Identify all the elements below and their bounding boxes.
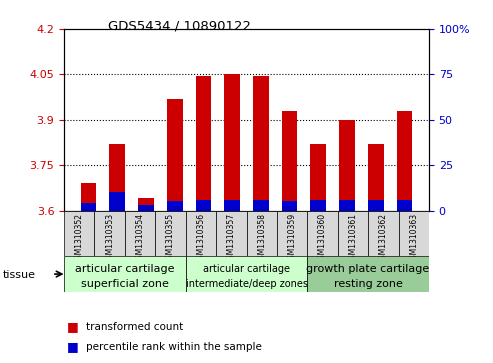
Text: articular cartilage: articular cartilage [203, 264, 290, 274]
Bar [167, 99, 182, 211]
Text: growth plate cartilage: growth plate cartilage [307, 264, 430, 274]
Text: GSM1310363: GSM1310363 [409, 213, 418, 264]
Bar [109, 192, 125, 211]
Text: GSM1310362: GSM1310362 [379, 213, 388, 264]
Text: percentile rank within the sample: percentile rank within the sample [86, 342, 262, 352]
Text: transformed count: transformed count [86, 322, 183, 332]
Bar [138, 205, 154, 211]
Bar [338, 211, 368, 256]
Text: GSM1310361: GSM1310361 [349, 213, 357, 264]
Bar [216, 211, 246, 256]
Text: ■: ■ [67, 320, 78, 333]
Bar [196, 76, 211, 211]
Bar [368, 144, 384, 211]
Bar [64, 256, 186, 292]
Bar [186, 256, 307, 292]
Text: intermediate/deep zones: intermediate/deep zones [185, 279, 308, 289]
Bar [186, 211, 216, 256]
Text: GSM1310352: GSM1310352 [75, 213, 84, 264]
Bar [311, 144, 326, 211]
Text: GSM1310355: GSM1310355 [166, 213, 175, 264]
Bar [125, 211, 155, 256]
Text: GSM1310360: GSM1310360 [318, 213, 327, 264]
Bar [81, 183, 97, 211]
Text: GSM1310358: GSM1310358 [257, 213, 266, 264]
Bar [311, 200, 326, 211]
Bar [396, 111, 412, 211]
Text: superficial zone: superficial zone [81, 279, 169, 289]
Bar [307, 211, 338, 256]
Bar [398, 211, 429, 256]
Bar [253, 200, 269, 211]
Bar [81, 203, 97, 211]
Bar [282, 201, 297, 211]
Text: GDS5434 / 10890122: GDS5434 / 10890122 [108, 20, 251, 33]
Text: GSM1310354: GSM1310354 [136, 213, 144, 264]
Bar [396, 200, 412, 211]
Bar [224, 74, 240, 211]
Bar [339, 200, 355, 211]
Text: resting zone: resting zone [334, 279, 403, 289]
Bar [109, 144, 125, 211]
Text: tissue: tissue [2, 270, 35, 280]
Bar [368, 200, 384, 211]
Text: GSM1310356: GSM1310356 [196, 213, 206, 264]
Text: GSM1310353: GSM1310353 [105, 213, 114, 264]
Bar [155, 211, 186, 256]
Text: GSM1310357: GSM1310357 [227, 213, 236, 264]
Bar [246, 211, 277, 256]
Bar [196, 200, 211, 211]
Bar [368, 211, 398, 256]
Text: GSM1310359: GSM1310359 [287, 213, 297, 264]
Text: ■: ■ [67, 340, 78, 353]
Text: articular cartilage: articular cartilage [75, 264, 175, 274]
Bar [282, 111, 297, 211]
Bar [339, 120, 355, 211]
Bar [224, 200, 240, 211]
Bar [95, 211, 125, 256]
Bar [64, 211, 95, 256]
Bar [277, 211, 307, 256]
Bar [138, 199, 154, 211]
Bar [167, 201, 182, 211]
Bar [253, 76, 269, 211]
Bar [307, 256, 429, 292]
